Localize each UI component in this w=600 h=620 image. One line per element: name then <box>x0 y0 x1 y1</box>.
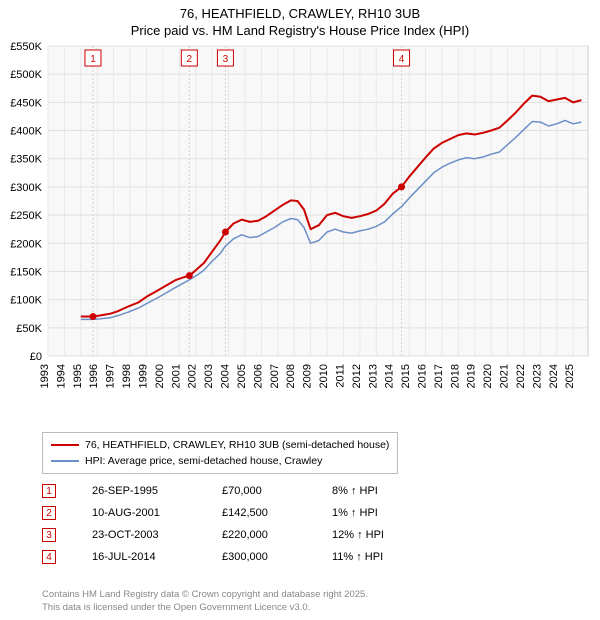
svg-text:2010: 2010 <box>318 364 330 388</box>
svg-text:£300K: £300K <box>10 182 42 194</box>
svg-text:2018: 2018 <box>449 364 461 388</box>
svg-text:1999: 1999 <box>137 364 149 388</box>
table-row: 1 26-SEP-1995 £70,000 8% ↑ HPI <box>42 480 442 502</box>
svg-text:4: 4 <box>399 54 405 65</box>
chart-titles: 76, HEATHFIELD, CRAWLEY, RH10 3UB Price … <box>0 0 600 38</box>
tx-marker-box: 4 <box>42 550 56 564</box>
svg-text:£200K: £200K <box>10 238 42 250</box>
tx-date: 26-SEP-1995 <box>92 485 222 497</box>
svg-text:2022: 2022 <box>515 364 527 388</box>
svg-text:2021: 2021 <box>499 364 511 388</box>
tx-diff: 8% ↑ HPI <box>332 485 442 497</box>
svg-text:£0: £0 <box>30 351 42 363</box>
chart-area: £0 £50K £100K £150K £200K £250K £300K £350K £400… <box>0 42 600 420</box>
tx-diff: 11% ↑ HPI <box>332 551 442 563</box>
legend-swatch <box>51 444 79 446</box>
tx-price: £300,000 <box>222 551 332 563</box>
svg-text:1997: 1997 <box>105 364 117 388</box>
footer-attribution: Contains HM Land Registry data © Crown c… <box>42 589 368 614</box>
footer-line: This data is licensed under the Open Gov… <box>42 602 368 614</box>
tx-date: 10-AUG-2001 <box>92 507 222 519</box>
tx-date: 23-OCT-2003 <box>92 529 222 541</box>
svg-text:£50K: £50K <box>16 323 42 335</box>
legend-item: HPI: Average price, semi-detached house,… <box>51 453 389 469</box>
svg-text:£400K: £400K <box>10 126 42 138</box>
svg-text:2000: 2000 <box>154 364 166 388</box>
svg-text:1996: 1996 <box>88 364 100 388</box>
svg-text:2005: 2005 <box>236 364 248 388</box>
tx-date: 16-JUL-2014 <box>92 551 222 563</box>
svg-text:2013: 2013 <box>367 364 379 388</box>
svg-text:2002: 2002 <box>187 364 199 388</box>
svg-text:2016: 2016 <box>417 364 429 388</box>
svg-text:2025: 2025 <box>564 364 576 388</box>
svg-text:£500K: £500K <box>10 69 42 81</box>
svg-text:2023: 2023 <box>531 364 543 388</box>
svg-text:2024: 2024 <box>548 364 560 388</box>
svg-text:3: 3 <box>223 54 229 65</box>
svg-text:1: 1 <box>90 54 96 65</box>
svg-text:2006: 2006 <box>252 364 264 388</box>
svg-text:2003: 2003 <box>203 364 215 388</box>
legend-label: HPI: Average price, semi-detached house,… <box>85 455 322 467</box>
svg-text:2: 2 <box>187 54 193 65</box>
table-row: 3 23-OCT-2003 £220,000 12% ↑ HPI <box>42 524 442 546</box>
footer-line: Contains HM Land Registry data © Crown c… <box>42 589 368 601</box>
legend-item: 76, HEATHFIELD, CRAWLEY, RH10 3UB (semi-… <box>51 437 389 453</box>
svg-text:2012: 2012 <box>351 364 363 388</box>
svg-text:2004: 2004 <box>220 364 232 388</box>
tx-marker-box: 2 <box>42 506 56 520</box>
svg-text:2015: 2015 <box>400 364 412 388</box>
title-sub: Price paid vs. HM Land Registry's House … <box>0 23 600 38</box>
tx-marker-box: 1 <box>42 484 56 498</box>
legend-label: 76, HEATHFIELD, CRAWLEY, RH10 3UB (semi-… <box>85 439 389 451</box>
legend-swatch <box>51 460 79 462</box>
transactions-table: 1 26-SEP-1995 £70,000 8% ↑ HPI 2 10-AUG-… <box>42 480 442 568</box>
table-row: 2 10-AUG-2001 £142,500 1% ↑ HPI <box>42 502 442 524</box>
svg-text:2014: 2014 <box>384 364 396 388</box>
svg-text:2007: 2007 <box>269 364 281 388</box>
svg-text:1994: 1994 <box>55 364 67 388</box>
chart-svg: £0 £50K £100K £150K £200K £250K £300K £350K £400… <box>0 42 600 420</box>
svg-text:2019: 2019 <box>466 364 478 388</box>
chart-container: 76, HEATHFIELD, CRAWLEY, RH10 3UB Price … <box>0 0 600 620</box>
tx-price: £142,500 <box>222 507 332 519</box>
svg-text:£150K: £150K <box>10 266 42 278</box>
svg-text:2008: 2008 <box>285 364 297 388</box>
svg-text:2009: 2009 <box>302 364 314 388</box>
tx-diff: 12% ↑ HPI <box>332 529 442 541</box>
svg-text:2017: 2017 <box>433 364 445 388</box>
svg-text:1995: 1995 <box>72 364 84 388</box>
table-row: 4 16-JUL-2014 £300,000 11% ↑ HPI <box>42 546 442 568</box>
svg-text:2020: 2020 <box>482 364 494 388</box>
title-main: 76, HEATHFIELD, CRAWLEY, RH10 3UB <box>0 6 600 21</box>
svg-text:1993: 1993 <box>39 364 51 388</box>
svg-text:£350K: £350K <box>10 154 42 166</box>
tx-price: £220,000 <box>222 529 332 541</box>
svg-text:£100K: £100K <box>10 295 42 307</box>
svg-text:£450K: £450K <box>10 97 42 109</box>
legend: 76, HEATHFIELD, CRAWLEY, RH10 3UB (semi-… <box>42 432 398 474</box>
tx-price: £70,000 <box>222 485 332 497</box>
svg-text:2001: 2001 <box>170 364 182 388</box>
svg-text:2011: 2011 <box>334 364 346 388</box>
tx-marker-box: 3 <box>42 528 56 542</box>
svg-text:1998: 1998 <box>121 364 133 388</box>
svg-text:£250K: £250K <box>10 210 42 222</box>
tx-diff: 1% ↑ HPI <box>332 507 442 519</box>
svg-text:£550K: £550K <box>10 42 42 53</box>
